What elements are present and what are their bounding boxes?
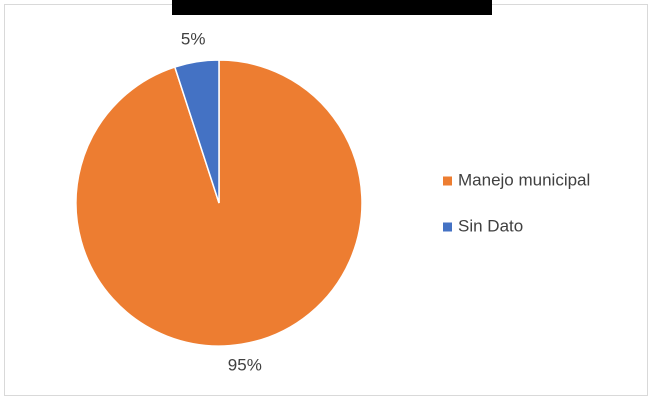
legend-swatch xyxy=(443,222,452,232)
pie-slice xyxy=(173,59,220,204)
legend-label: Manejo municipal xyxy=(458,170,590,189)
data-label: 95% xyxy=(228,355,262,374)
redacted-title xyxy=(172,0,492,15)
legend-label: Sin Dato xyxy=(458,216,523,235)
legend-swatch xyxy=(443,176,452,186)
data-label: 5% xyxy=(181,30,206,49)
